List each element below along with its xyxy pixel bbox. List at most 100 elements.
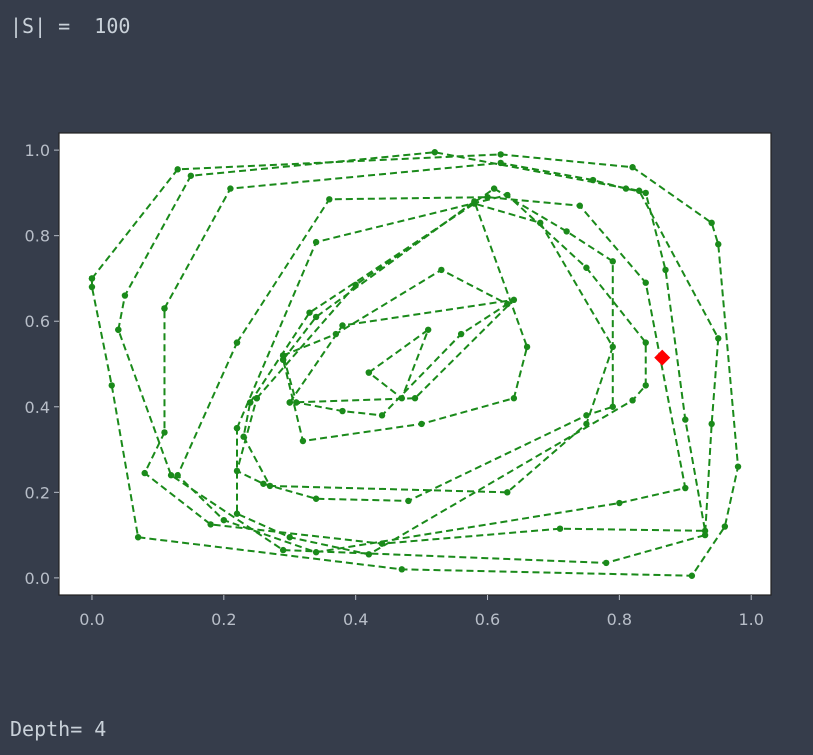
plot-area [58,132,772,596]
hull-point [662,266,669,274]
x-tick-label: 0.6 [475,610,500,629]
hull-point [583,264,590,271]
hull-point [708,219,715,227]
hull-point [682,416,689,423]
hull-point [471,198,478,205]
hull-layer-line [368,327,431,400]
x-tick-label: 0.2 [211,610,236,629]
hull-point [174,166,181,173]
hull-point [233,339,241,346]
hull-point [121,292,129,299]
hull-point [312,313,320,321]
hull-layer-line [282,199,529,443]
hull-point [438,266,445,274]
hull-point [115,326,122,333]
hull-point [537,219,544,227]
depth-output: Depth= 4 [10,717,107,741]
hull-point [431,149,438,156]
query-point-marker [654,349,671,366]
hull-point [721,523,729,530]
hull-point [227,185,234,192]
hull-point [642,382,649,389]
hull-point [266,482,274,490]
hull-point [609,258,616,265]
hull-point [88,283,96,291]
hull-point [642,189,649,197]
hull-point [233,510,241,517]
hull-point [141,469,148,477]
hull-point [629,164,636,171]
hull-point [398,566,406,573]
y-tick-label: 0.2 [25,483,50,502]
hull-point [220,516,228,524]
hull-point [233,424,241,432]
hull-point [365,551,373,558]
hull-point [490,185,498,192]
hull-layer-line [90,153,740,577]
hull-layer-line [242,202,614,494]
hull-point [365,369,373,376]
hull-point [583,420,590,428]
hull-point [556,525,564,532]
hull-point [253,395,260,402]
hull-point [299,437,307,445]
y-tick-label: 0.0 [25,569,50,588]
hull-point [616,499,623,507]
hull-point [715,241,722,248]
hull-point [715,335,722,342]
hull-point [240,433,247,440]
y-tick-label: 0.8 [25,227,50,246]
hull-point [312,549,320,556]
hull-point [504,300,511,308]
hull-point [497,159,504,167]
hull-point [339,407,346,415]
hull-point [504,489,511,496]
hull-point [642,339,649,346]
hull-point [523,343,531,351]
hull-point [207,521,214,528]
hull-point [609,343,616,351]
hull-point [279,546,287,554]
hull-point [563,228,570,235]
hull-point [312,495,320,502]
hull-point [246,399,254,406]
hull-point [642,279,649,286]
hull-point [293,399,300,406]
x-tick-label: 0.4 [343,610,368,629]
hull-point [497,151,504,158]
hull-point [326,196,333,203]
hull-point [602,559,610,567]
hull-point [688,572,696,579]
hull-point [260,480,267,487]
hull-point [576,202,584,209]
x-tick-label: 0.0 [79,610,104,629]
hull-point [629,397,636,404]
query-markers [654,349,671,366]
hull-point [424,326,432,333]
hull-point [161,429,168,436]
hull-point [635,187,643,194]
hull-point [734,463,742,470]
hull-point [88,275,96,282]
hull-point [411,395,419,402]
hull-point [609,403,616,410]
x-tick-label: 0.8 [607,610,632,629]
hull-point [589,176,597,184]
y-tick-label: 0.4 [25,398,50,417]
hull-layers [88,149,742,579]
hull-point [279,352,287,359]
x-tick-label: 1.0 [738,610,763,629]
hull-point [286,534,293,541]
hull-point [457,330,465,338]
hull-point [510,296,518,304]
hull-point [510,395,518,402]
hull-point [161,305,168,312]
hull-point [187,172,195,179]
hull-point [233,467,241,475]
axis-ticks: 0.0 0.2 0.4 0.6 0.8 1.0 0.0 0.2 0.4 0.6 0.8 1.0 [25,141,764,629]
hull-point [286,399,293,406]
hull-point [167,472,175,479]
hull-point [134,534,142,541]
